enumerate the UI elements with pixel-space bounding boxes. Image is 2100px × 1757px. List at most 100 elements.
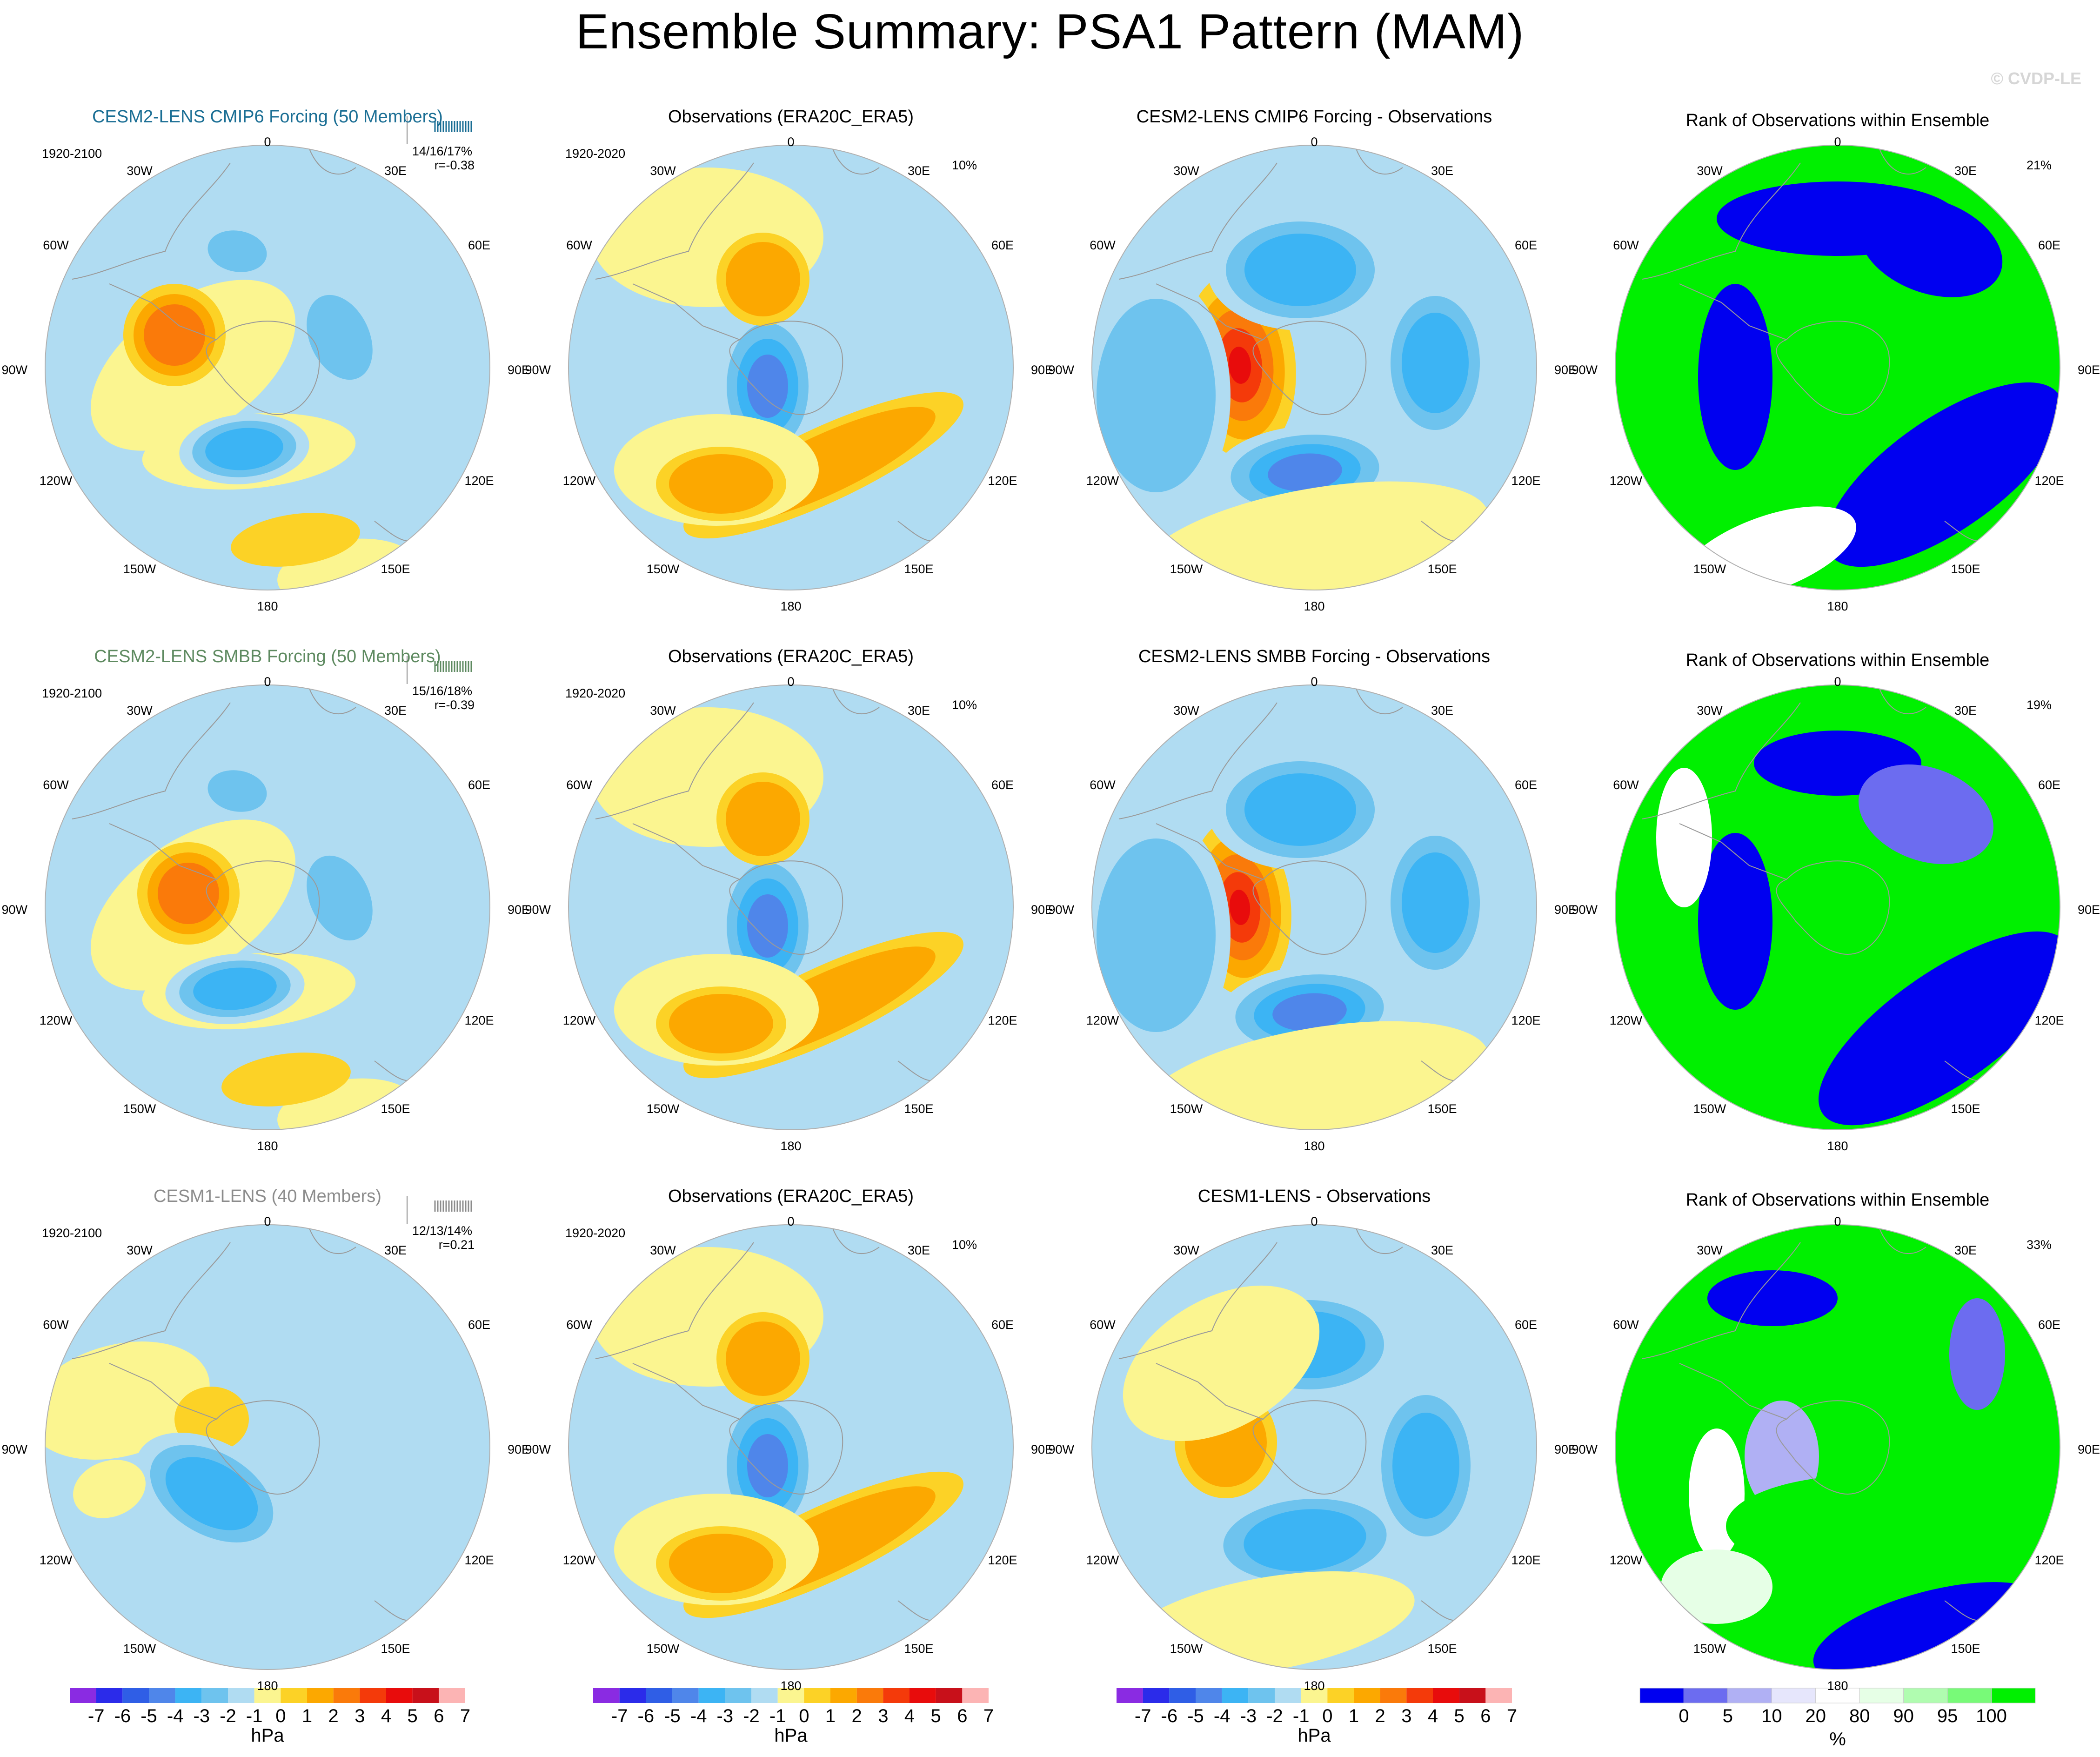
lon-label-n0: 0 (1311, 135, 1318, 149)
colorbar-tick: 1 (301, 1706, 313, 1726)
lon-label-w120: 120W (1609, 474, 1643, 488)
colorbar-swatch (1222, 1688, 1249, 1703)
lon-label-w90: 90W (1, 903, 27, 917)
model-title: CESM2-LENS SMBB Forcing (50 Members) (94, 647, 441, 666)
obs-period: 1920-2020 (565, 686, 626, 700)
contour-fill (1698, 284, 1772, 470)
contour-fill (669, 454, 773, 514)
lon-label-s180: 180 (257, 599, 278, 613)
lon-label-s180: 180 (780, 599, 802, 613)
colorbar-tick: 5 (930, 1706, 941, 1726)
africa-coastline (1356, 1228, 1403, 1254)
colorbar-tick: 80 (1849, 1706, 1870, 1726)
lon-label-w120: 120W (1609, 1553, 1643, 1567)
lon-label-e30: 30E (384, 164, 407, 178)
peninsula-coastline (109, 823, 217, 880)
colorbar-tick: -6 (637, 1706, 655, 1726)
lon-label-e150: 150E (904, 562, 934, 576)
lon-label-w120: 120W (39, 1013, 73, 1027)
colorbar-tick: 5 (1454, 1706, 1465, 1726)
lon-label-e90: 90E (508, 1442, 530, 1456)
lon-label-e90: 90E (1031, 1442, 1054, 1456)
lon-label-w90: 90W (525, 363, 551, 377)
colorbar-tick: 7 (460, 1706, 471, 1726)
lon-label-e120: 120E (1511, 474, 1541, 488)
member-distribution-glyph (407, 656, 472, 684)
contour-fill (726, 782, 800, 856)
colorbar-swatch (1301, 1688, 1328, 1703)
peninsula-coastline (1679, 1363, 1787, 1420)
lon-label-w30: 30W (1173, 164, 1199, 178)
map-boundary (1091, 1224, 1537, 1670)
lon-label-e150: 150E (1427, 562, 1457, 576)
contour-fill (1123, 1285, 1320, 1442)
colorbar-swatch (1380, 1688, 1407, 1703)
lon-label-e60: 60E (468, 1318, 491, 1332)
map-panel-r3-c3 (1091, 1224, 1537, 1670)
lon-label-e150: 150E (381, 1642, 410, 1656)
africa-coastline (309, 148, 356, 175)
contour-fill (747, 1434, 788, 1497)
map-boundary (45, 145, 490, 590)
contour-fill (1949, 1298, 2005, 1410)
lon-label-w60: 60W (43, 238, 69, 252)
colorbar-swatch (725, 1688, 751, 1703)
contour-fill (1268, 453, 1342, 491)
colorbar-tick: -1 (769, 1706, 786, 1726)
lon-label-w150: 150W (1170, 562, 1203, 576)
lon-label-e150: 150E (904, 1642, 934, 1656)
map-panel-r3-c2 (568, 1224, 1014, 1670)
lon-label-w120: 120W (562, 1013, 596, 1027)
map-boundary (45, 1224, 490, 1670)
contour-fill (1097, 838, 1216, 1032)
colorbar-tick: 0 (799, 1706, 809, 1726)
colorbar-swatch (281, 1688, 307, 1703)
lon-label-w30: 30W (1697, 704, 1723, 718)
lon-label-w90: 90W (525, 903, 551, 917)
colorbar-tick: 1 (1348, 1706, 1359, 1726)
lon-label-e90: 90E (2078, 903, 2100, 917)
colorbar-swatch (698, 1688, 725, 1703)
colorbar-tick: -3 (193, 1706, 210, 1726)
page-title: Ensemble Summary: PSA1 Pattern (MAM) (575, 4, 1525, 59)
contour-fill (747, 894, 788, 958)
lon-label-e150: 150E (904, 1102, 934, 1116)
colorbar-swatch (254, 1688, 281, 1703)
colorbar-tick: 4 (381, 1706, 392, 1726)
lon-label-w30: 30W (650, 164, 676, 178)
lon-label-e60: 60E (1514, 238, 1538, 252)
colorbar-tick: 20 (1805, 1706, 1826, 1726)
contour-fill (1097, 299, 1216, 492)
colorbar-tick: 7 (1506, 1706, 1518, 1726)
colorbar-swatch (777, 1688, 804, 1703)
lon-label-s180: 180 (1827, 1139, 1848, 1153)
map-panel-r2-c1 (45, 684, 490, 1130)
contour-fill (193, 967, 277, 1010)
contour-fill (1726, 1475, 2005, 1577)
colorbar-swatch (70, 1688, 96, 1703)
contour-fill (144, 304, 205, 366)
lon-label-e30: 30E (1431, 164, 1454, 178)
lon-label-w90: 90W (1572, 363, 1598, 377)
map-boundary (1615, 145, 2060, 590)
obs-period: 1920-2020 (565, 147, 626, 161)
lon-label-e150: 150E (381, 562, 410, 576)
lon-label-w150: 150W (1693, 1102, 1726, 1116)
colorbar-swatch (962, 1688, 989, 1703)
rank-title: Rank of Observations within Ensemble (1685, 650, 1990, 670)
lon-label-w30: 30W (127, 164, 153, 178)
lon-label-w150: 150W (123, 562, 156, 576)
colorbar-swatch (1406, 1688, 1433, 1703)
lon-label-w150: 150W (1693, 562, 1726, 576)
africa-coastline (832, 688, 880, 715)
colorbar-tick: 3 (1401, 1706, 1412, 1726)
map-boundary (45, 684, 490, 1130)
member-distribution-glyph (407, 116, 472, 144)
lon-label-e60: 60E (2038, 238, 2061, 252)
colorbar-swatch (149, 1688, 175, 1703)
contour-fill (1228, 347, 1251, 384)
lon-label-e60: 60E (468, 238, 491, 252)
lon-label-e90: 90E (1554, 363, 1577, 377)
lon-label-s180: 180 (780, 1139, 802, 1153)
lon-label-w60: 60W (1090, 1318, 1116, 1332)
